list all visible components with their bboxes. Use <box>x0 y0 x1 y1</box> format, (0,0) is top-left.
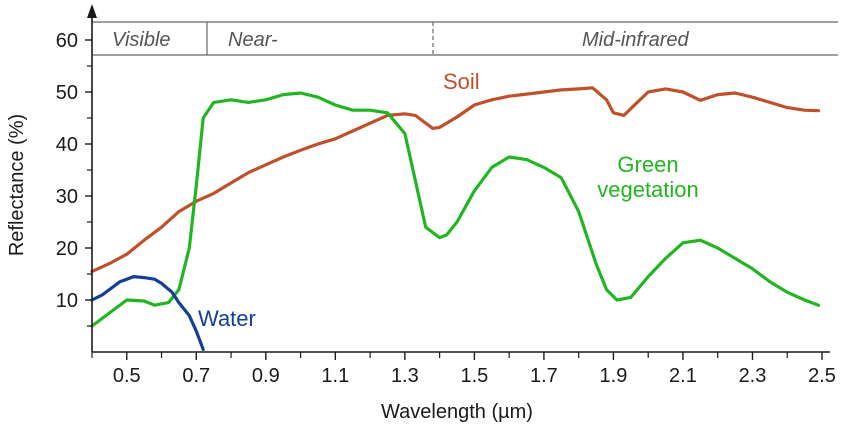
x-tick-label-2-1: 2.1 <box>669 365 697 387</box>
x-tick-label-0-9: 0.9 <box>252 365 280 387</box>
y-tick-label-10: 10 <box>56 290 78 312</box>
series-line-green-vegetation <box>90 91 821 328</box>
y-tick-label-20: 20 <box>56 238 78 260</box>
y-tick-label-40: 40 <box>56 134 78 156</box>
series-label-line: Water <box>198 306 256 331</box>
x-tick-label-2-3: 2.3 <box>739 365 767 387</box>
series-lines <box>90 86 821 351</box>
series-label-water: Water <box>198 306 256 331</box>
y-tick-label-60: 60 <box>56 30 78 52</box>
x-tick-label-1-3: 1.3 <box>391 365 419 387</box>
y-tick-label-50: 50 <box>56 82 78 104</box>
series-line-water <box>90 275 205 351</box>
x-tick-label-0-5: 0.5 <box>113 365 141 387</box>
x-tick-label-1-5: 1.5 <box>460 365 488 387</box>
series-label-green-vegetation: Green vegetation <box>597 152 699 202</box>
region-label-visible: Visible <box>112 29 171 51</box>
series-label-soil: Soil <box>443 69 480 94</box>
axes: 0.5 0.7 0.9 1.1 1.3 1.5 1.7 1.9 2.1 2.3 2.5 10 20 30 4… <box>6 4 836 423</box>
y-axis-arrow-icon <box>87 4 97 18</box>
series-label-line: Green <box>617 152 678 177</box>
series-label-line: vegetation <box>597 177 699 202</box>
x-tick-label-1-1: 1.1 <box>321 365 349 387</box>
x-tick-label-2-5: 2.5 <box>808 365 836 387</box>
x-tick-label-1-9: 1.9 <box>600 365 628 387</box>
x-axis-title: Wavelength (µm) <box>381 401 533 423</box>
y-tick-label-30: 30 <box>56 186 78 208</box>
series-label-line: Soil <box>443 69 480 94</box>
x-tick-label-1-7: 1.7 <box>530 365 558 387</box>
y-axis-title: Reflectance (%) <box>6 114 28 256</box>
region-label-mid-infrared: Mid-infrared <box>582 29 690 51</box>
series-labels: Soil Green vegetation Water <box>198 69 699 331</box>
region-label-near: Near- <box>228 29 278 51</box>
region-band: Visible Near- Mid-infrared <box>92 21 838 56</box>
series-line-soil <box>90 86 821 273</box>
x-tick-label-0-7: 0.7 <box>182 365 210 387</box>
